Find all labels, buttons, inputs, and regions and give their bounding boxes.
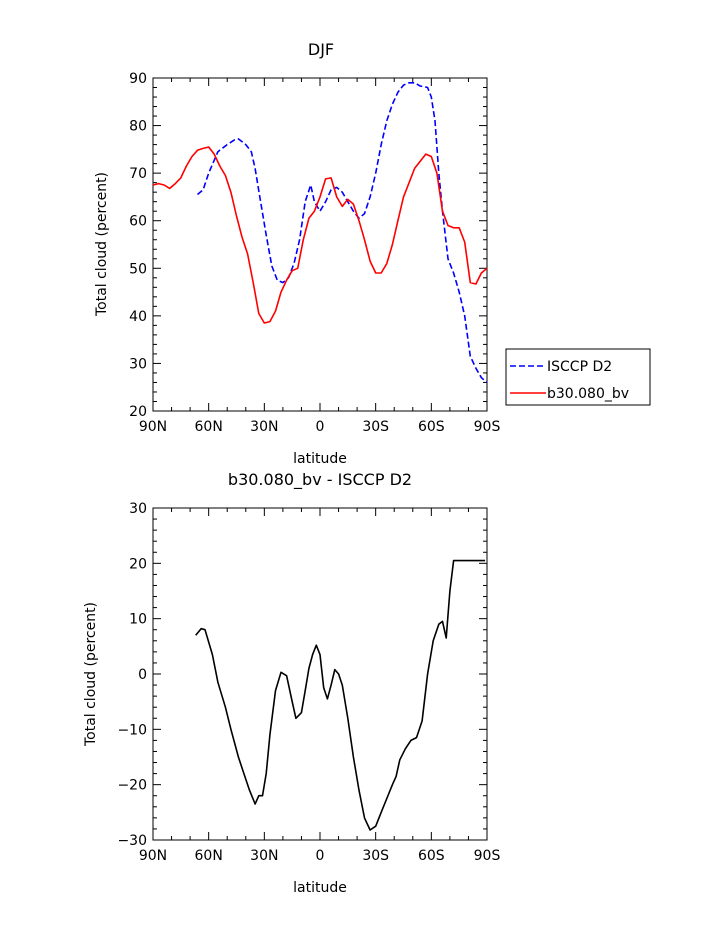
x-tick-label: 0 xyxy=(316,848,325,864)
x-tick-label: 30S xyxy=(362,419,389,435)
y-tick-label: 60 xyxy=(129,214,147,230)
legend-label-isccp: ISCCP D2 xyxy=(547,359,612,375)
y-tick-label: 40 xyxy=(129,309,147,325)
x-tick-label: 60N xyxy=(195,848,223,864)
legend-label-b30: b30.080_bv xyxy=(547,386,629,402)
series-line-isccp-d2 xyxy=(196,82,488,384)
y-tick-label: 80 xyxy=(129,119,147,135)
y-axis-label: Total cloud (percent) xyxy=(94,172,110,317)
legend: ISCCP D2 b30.080_bv xyxy=(505,348,651,406)
x-tick-label: 30S xyxy=(362,848,389,864)
x-tick-label: 90N xyxy=(139,848,167,864)
y-tick-label: −10 xyxy=(117,722,147,738)
x-tick-label: 60S xyxy=(418,419,445,435)
y-tick-label: 90 xyxy=(129,71,147,87)
x-axis-label: latitude xyxy=(293,451,347,467)
series-line-b30-080-bv xyxy=(152,146,488,324)
plot-frame xyxy=(152,77,488,412)
series-lines xyxy=(152,82,488,384)
x-axis-label: latitude xyxy=(293,880,347,896)
chart-title: DJF xyxy=(308,40,334,59)
x-tick-label: 30N xyxy=(250,419,278,435)
series-lines xyxy=(195,559,486,831)
bottom-chart: b30.080_bv - ISCCP D2 Total cloud (perce… xyxy=(83,470,500,896)
x-tick-label: 90N xyxy=(139,419,167,435)
axis-ticks: 90N 60N 30N 0 30S 60S 90S −30 −20 −10 0 10 20 30 xyxy=(117,501,500,864)
x-tick-label: 30N xyxy=(250,848,278,864)
x-tick-label: 90S xyxy=(474,419,501,435)
y-tick-label: 20 xyxy=(129,404,147,420)
legend-box xyxy=(505,348,651,406)
y-axis-label: Total cloud (percent) xyxy=(83,602,99,747)
y-tick-label: −20 xyxy=(117,778,147,794)
x-tick-label: 60N xyxy=(195,419,223,435)
x-tick-label: 60S xyxy=(418,848,445,864)
y-tick-label: 20 xyxy=(129,556,147,572)
chart-title: b30.080_bv - ISCCP D2 xyxy=(228,470,412,490)
y-tick-label: 30 xyxy=(129,501,147,517)
y-tick-label: 70 xyxy=(129,166,147,182)
y-tick-label: 0 xyxy=(138,667,147,683)
top-chart: DJF Total cloud (percent) latitude 90N 60… xyxy=(94,40,500,467)
y-tick-label: 50 xyxy=(129,261,147,277)
axis-ticks: 90N 60N 30N 0 30S 60S 90S 20 30 40 50 60 70 80 90 xyxy=(129,71,500,435)
x-tick-label: 90S xyxy=(474,848,501,864)
y-tick-label: 30 xyxy=(129,356,147,372)
plot-frame xyxy=(152,507,488,841)
series-line-difference-0 xyxy=(195,559,486,831)
y-tick-label: −30 xyxy=(117,833,147,849)
y-tick-label: 10 xyxy=(129,612,147,628)
x-tick-label: 0 xyxy=(316,419,325,435)
